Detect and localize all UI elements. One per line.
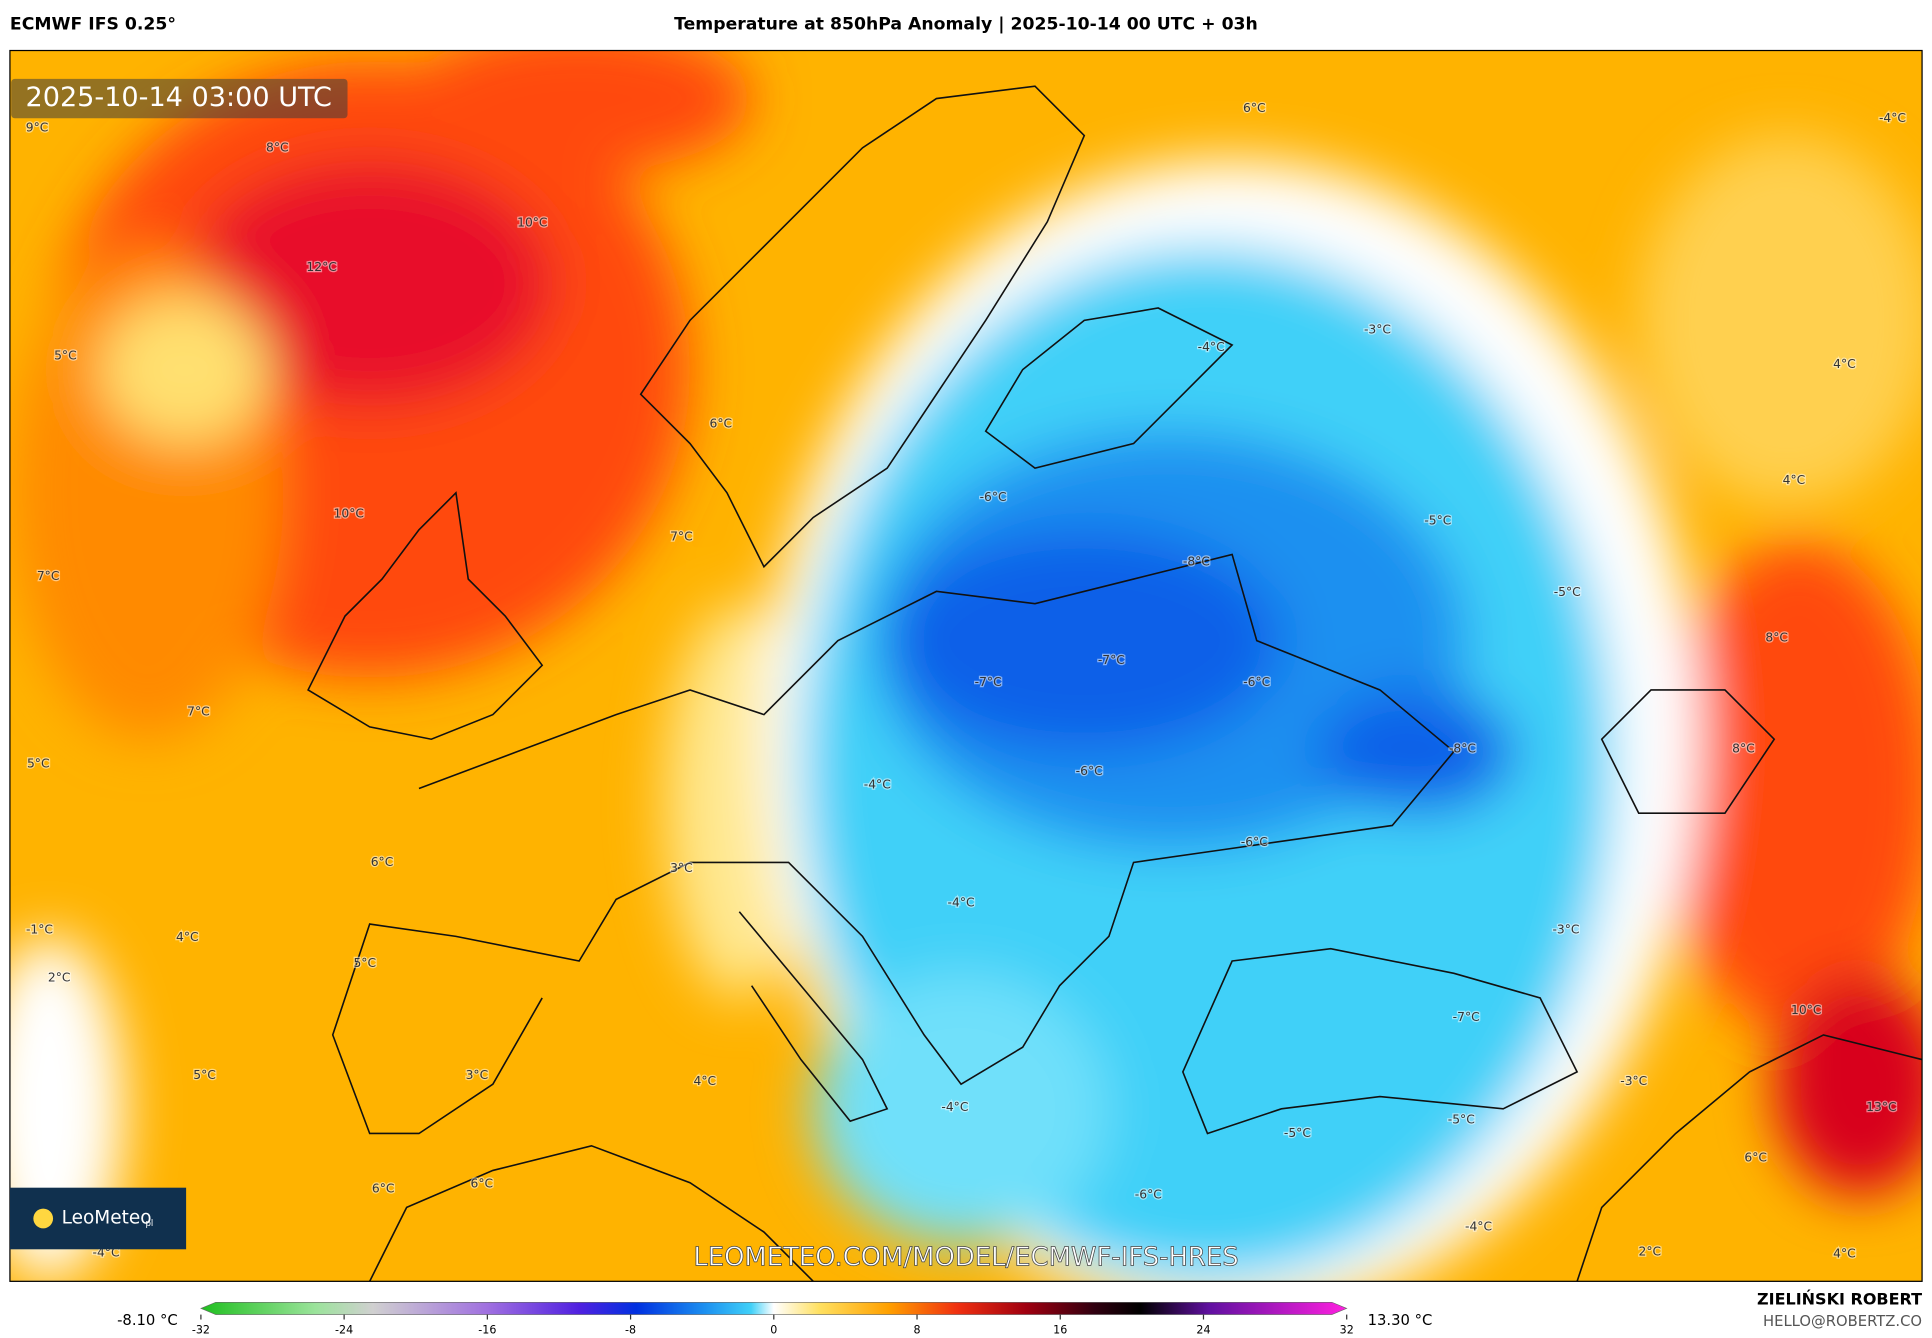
logo-sun [33, 1208, 54, 1229]
colorbar-max: 13.30 °C [1368, 1312, 1433, 1329]
map-label: 5°C [353, 956, 376, 970]
map-label: 5°C [193, 1068, 216, 1082]
map-label: -1°C [26, 923, 53, 937]
colorbar-tick-label: 24 [1196, 1324, 1210, 1337]
timestamp-box [11, 78, 348, 119]
map-label: 6°C [372, 1181, 395, 1195]
map-label: 5°C [27, 756, 50, 770]
model-name: ECMWF IFS 0.25° [10, 15, 176, 35]
map-label: 13°C [1866, 1100, 1896, 1114]
colorbar-tick-label: 32 [1340, 1324, 1354, 1337]
map-label: -8°C [1183, 554, 1210, 568]
map-label: 12°C [306, 260, 336, 274]
logo-suffix: pl [145, 1219, 153, 1229]
map-label: 10°C [334, 506, 364, 520]
map-label: 9°C [26, 121, 49, 135]
colorbar-tick-label: 16 [1053, 1324, 1067, 1337]
map-label: 6°C [1243, 101, 1266, 115]
map-label: -7°C [975, 675, 1002, 689]
map-label: 6°C [1744, 1151, 1767, 1165]
map-frame [9, 49, 1923, 1282]
map-label: -4°C [864, 777, 891, 791]
map-label: 4°C [1833, 357, 1856, 371]
map-label: 8°C [1732, 742, 1755, 756]
map-label: -4°C [941, 1100, 968, 1114]
title: Temperature at 850hPa Anomaly | 2025-10-… [674, 15, 1258, 35]
map-label: 4°C [176, 930, 199, 944]
map-label: -5°C [1284, 1126, 1311, 1140]
map-label: 7°C [187, 705, 210, 719]
map-label: -6°C [980, 490, 1007, 504]
map-label: -6°C [1241, 835, 1268, 849]
map-label: -6°C [1243, 675, 1270, 689]
map-label: -4°C [948, 896, 975, 910]
map-label: -4°C [1879, 111, 1906, 125]
map-label: -7°C [1453, 1010, 1480, 1024]
colorbar-tick-label: 8 [913, 1324, 920, 1337]
timestamp: 2025-10-14 03:00 UTC [25, 82, 331, 113]
map-label: -3°C [1620, 1074, 1647, 1088]
colorbar [200, 1301, 1348, 1315]
map-label: 7°C [37, 569, 60, 583]
map-label: 10°C [517, 216, 547, 230]
map-label: -4°C [1198, 340, 1225, 354]
map-label: 2°C [48, 971, 71, 985]
map-label: -3°C [1364, 323, 1391, 337]
watermark: LEOMETEO.COM/MODEL/ECMWF-IFS-HRES [693, 1242, 1238, 1272]
map-label: -7°C [1098, 653, 1125, 667]
map-label: -5°C [1554, 585, 1581, 599]
map-label: 4°C [1783, 473, 1806, 487]
map-label: 5°C [54, 349, 77, 363]
map-label: 6°C [371, 855, 394, 869]
colorbar-tick-label: -8 [625, 1324, 636, 1337]
map-label: -5°C [1448, 1112, 1475, 1126]
author: ZIELIŃSKI ROBERT [1757, 1289, 1922, 1308]
map-label: 8°C [1765, 631, 1788, 645]
map-label: -6°C [1135, 1188, 1162, 1202]
map-label: 6°C [471, 1176, 494, 1190]
email: HELLO@ROBERTZ.CO [1763, 1313, 1922, 1330]
colorbar-tick-label: -24 [335, 1324, 353, 1337]
map-label: -8°C [1449, 742, 1476, 756]
colorbar-tick-label: 0 [770, 1324, 777, 1337]
map-label: 6°C [710, 416, 733, 430]
colorbar-min: -8.10 °C [117, 1312, 178, 1329]
map-label: -6°C [1076, 764, 1103, 778]
map-label: 3°C [670, 861, 693, 875]
map-label: -5°C [1424, 514, 1451, 528]
map-label: 7°C [670, 530, 693, 544]
map-label: -3°C [1552, 923, 1579, 937]
map-label: 8°C [266, 140, 289, 154]
colorbar-tick-label: -16 [478, 1324, 496, 1337]
map-label: 3°C [466, 1068, 489, 1082]
map-label: 2°C [1638, 1244, 1661, 1258]
map-label: 4°C [694, 1074, 717, 1088]
colorbar-tick-label: -32 [192, 1324, 210, 1337]
map-label: -4°C [1465, 1220, 1492, 1234]
map-label: 4°C [1833, 1247, 1856, 1261]
map-label: 10°C [1791, 1003, 1821, 1017]
logo: LeoMeteo [62, 1207, 152, 1228]
